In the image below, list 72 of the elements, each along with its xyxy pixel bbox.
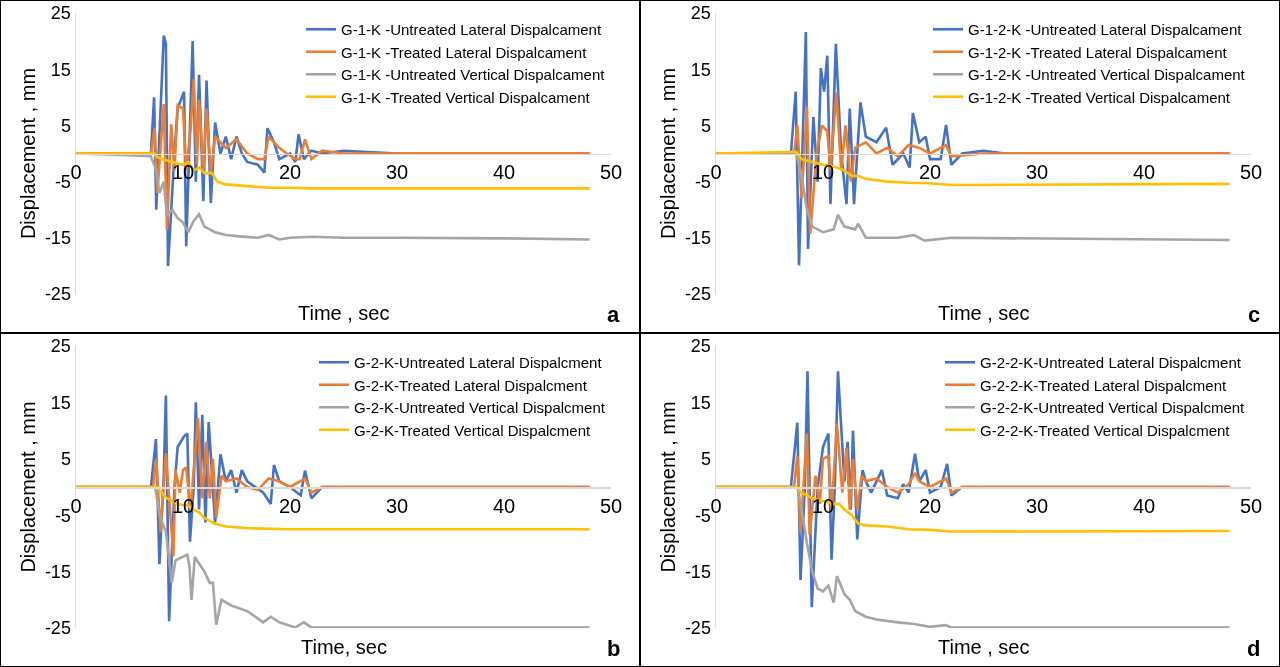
y-tick-label: -25 bbox=[684, 618, 711, 639]
legend-label: G-1-K -Treated Lateral Dispalcament bbox=[341, 43, 588, 61]
legend-label: G-2-K-Untreated Lateral Dispalcment bbox=[354, 354, 603, 372]
legend-label: G-2-K-Treated Vertical Dispalcment bbox=[354, 421, 592, 439]
y-tick-label: -15 bbox=[44, 561, 71, 582]
x-tick-label: 20 bbox=[278, 494, 302, 517]
y-tick-label: -25 bbox=[44, 618, 71, 639]
x-tick-label: 50 bbox=[599, 494, 623, 517]
text: b bbox=[607, 636, 621, 661]
legend-label: G-1-K -Untreated Lateral Dispalcament bbox=[341, 21, 602, 39]
x-axis-title: Time , sec bbox=[298, 302, 390, 324]
legend-label: G-1-2-K -Treated Vertical Dispalcament bbox=[968, 88, 1231, 106]
y-tick-label: -15 bbox=[684, 228, 711, 249]
y-tick-label: 25 bbox=[690, 3, 711, 24]
y-tick-label: -5 bbox=[54, 171, 71, 192]
x-axis-title: Time , sec bbox=[938, 636, 1030, 658]
x-tick-label: 30 bbox=[1025, 161, 1049, 183]
y-tick-label: 25 bbox=[50, 336, 71, 357]
legend-label: G-1-2-K -Untreated Lateral Dispalcament bbox=[968, 21, 1243, 39]
y-axis-title: Displacement , mm bbox=[656, 401, 679, 573]
legend-label: G-2-K-Untreated Vertical Dispalcment bbox=[354, 399, 606, 417]
y-tick-label: 5 bbox=[700, 449, 711, 470]
legend-label: G-1-2-K -Treated Lateral Dispalcament bbox=[968, 43, 1228, 61]
y-tick-label: -25 bbox=[44, 284, 71, 305]
x-tick-label: 40 bbox=[1132, 161, 1156, 183]
y-tick-label: 5 bbox=[60, 115, 71, 136]
y-axis-title: Displacement , mm bbox=[16, 401, 39, 573]
x-tick-label: 50 bbox=[1239, 494, 1263, 517]
legend-label: G-1-K -Treated Vertical Dispalcament bbox=[341, 88, 591, 106]
y-tick-label: -25 bbox=[684, 284, 711, 305]
text: d bbox=[1247, 636, 1261, 661]
x-axis-title: Time , sec bbox=[938, 302, 1030, 324]
x-tick-label: 50 bbox=[1239, 161, 1263, 183]
y-tick-label: 5 bbox=[700, 115, 711, 136]
x-tick-label: 30 bbox=[1025, 494, 1049, 517]
y-tick-label: 25 bbox=[690, 336, 711, 357]
x-tick-label: 0 bbox=[70, 494, 82, 517]
y-tick-label: -15 bbox=[684, 561, 711, 582]
x-axis-title: Time, sec bbox=[301, 636, 387, 658]
legend-label: G-2-2-K-Untreated Vertical Dispalcment bbox=[980, 399, 1246, 417]
legend-label: G-2-2-K-Treated Lateral Dispalcment bbox=[980, 376, 1228, 394]
legend-label: G-1-2-K -Untreated Vertical Dispalcament bbox=[968, 66, 1246, 84]
x-tick-label: 40 bbox=[492, 161, 516, 183]
x-tick-label: 20 bbox=[918, 161, 942, 183]
y-tick-label: -5 bbox=[694, 171, 711, 192]
x-tick-label: 0 bbox=[70, 161, 82, 183]
y-tick-label: 15 bbox=[690, 392, 711, 413]
x-tick-label: 20 bbox=[918, 494, 942, 517]
x-tick-label: 0 bbox=[710, 161, 722, 183]
legend-label: G-2-2-K-Untreated Lateral Dispalcment bbox=[980, 354, 1242, 372]
x-tick-label: 30 bbox=[385, 161, 409, 183]
x-tick-label: 0 bbox=[710, 494, 722, 517]
legend-label: G-2-K-Treated Lateral Dispalcment bbox=[354, 376, 588, 394]
text: c bbox=[1248, 302, 1261, 327]
y-axis-title: Displacement , mm bbox=[656, 67, 679, 240]
x-tick-label: 40 bbox=[1132, 494, 1156, 517]
y-tick-label: -15 bbox=[44, 228, 71, 249]
x-tick-label: 20 bbox=[278, 161, 302, 183]
text: a bbox=[607, 302, 620, 327]
x-tick-label: 30 bbox=[385, 494, 409, 517]
y-tick-label: 15 bbox=[690, 59, 711, 80]
y-tick-label: 15 bbox=[50, 59, 71, 80]
y-tick-label: -5 bbox=[54, 505, 71, 526]
y-tick-label: 25 bbox=[50, 3, 71, 24]
y-tick-label: -5 bbox=[694, 505, 711, 526]
x-tick-label: 40 bbox=[492, 494, 516, 517]
legend-label: G-2-2-K-Treated Vertical Dispalcment bbox=[980, 421, 1231, 439]
legend-label: G-1-K -Untreated Vertical Dispalcament bbox=[341, 66, 606, 84]
y-tick-label: 15 bbox=[50, 392, 71, 413]
y-axis-title: Displacement , mm bbox=[16, 67, 39, 240]
y-tick-label: 5 bbox=[60, 449, 71, 470]
x-tick-label: 50 bbox=[599, 161, 623, 183]
